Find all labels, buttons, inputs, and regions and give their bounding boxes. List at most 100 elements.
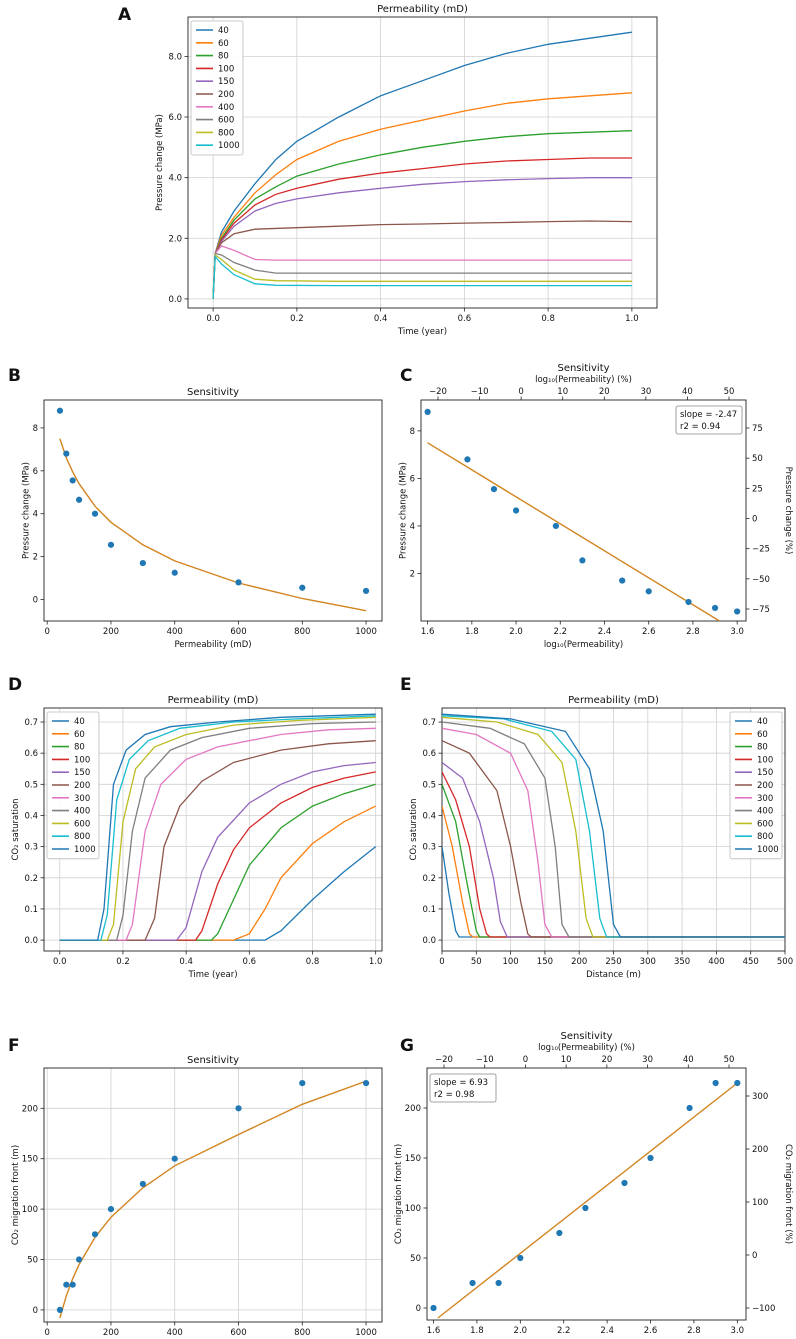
- y-tick-label-d-4: 0.4: [24, 811, 38, 821]
- x-tick-label-b-4: 800: [294, 627, 310, 637]
- x-axis-label-a: Time (year): [397, 327, 447, 337]
- chart-title-c: Sensitivity: [557, 363, 609, 374]
- y-tick-label-f-0: 0: [33, 1306, 38, 1316]
- x-tick-label-g-0: 1.6: [427, 1326, 441, 1336]
- series-line-a-200: [212, 220, 632, 299]
- series-line-d-60: [59, 805, 376, 941]
- fit-line-f: [59, 1080, 367, 1319]
- axes-frame-c: [420, 399, 747, 622]
- series-line-e-800: [442, 715, 785, 938]
- y-axis-label-b: Pressure change (MPa): [22, 462, 32, 559]
- y-tick-label-g-2: 100: [405, 1204, 421, 1214]
- panel-letter-c: C: [400, 366, 413, 386]
- x-tick-label-a-0: 0.0: [206, 314, 220, 324]
- series-line-d-200: [59, 740, 376, 941]
- data-point-g-9: [712, 1079, 719, 1087]
- data-point-f-7: [171, 1155, 178, 1162]
- legend-label-e-200: 200: [757, 781, 773, 791]
- series-line-a-40: [212, 31, 632, 299]
- x-tick-label-b-3: 600: [230, 627, 246, 637]
- series-line-e-400: [442, 721, 785, 938]
- y-tick-label-a-2: 4.0: [168, 174, 182, 184]
- data-point-g-10: [734, 1079, 741, 1087]
- series-line-a-150: [212, 177, 632, 299]
- series-line-a-600: [212, 252, 632, 299]
- y-tick-label-a-1: 2.0: [168, 234, 182, 244]
- x-tick-label-b-5: 1000: [355, 627, 377, 637]
- x-tick-label-a-4: 0.8: [541, 314, 555, 324]
- data-point-b-4: [91, 510, 99, 517]
- x-axis-label-d: Time (year): [187, 970, 237, 980]
- series-line-a-100: [212, 157, 632, 299]
- legend-label-d-800: 800: [74, 832, 90, 842]
- top-axis-label-g: log₁₀(Permeability) (%): [538, 1043, 635, 1053]
- y-tick-label-e-7: 0.7: [422, 718, 436, 728]
- top-tick-label-c-4: 20: [599, 387, 610, 397]
- data-point-c-9: [711, 604, 719, 612]
- legend-label-d-150: 150: [74, 768, 90, 778]
- data-point-f-2: [69, 1281, 76, 1288]
- legend-label-d-1000: 1000: [74, 845, 96, 855]
- x-tick-label-f-0: 0: [44, 1328, 49, 1338]
- legend-label-e-60: 60: [757, 730, 768, 740]
- x-tick-label-f-2: 400: [167, 1328, 183, 1338]
- data-point-g-4: [556, 1229, 563, 1237]
- x-tick-label-f-3: 600: [230, 1328, 246, 1338]
- data-point-b-3: [75, 496, 83, 503]
- y-tick-label-e-1: 0.1: [422, 905, 436, 915]
- legend-label-e-100: 100: [757, 755, 773, 765]
- x-tick-label-d-1: 0.2: [116, 957, 130, 967]
- data-point-b-1: [63, 450, 70, 457]
- top-tick-label-g-1: −10: [476, 1055, 494, 1065]
- panel-letter-f: F: [8, 1036, 20, 1056]
- x-tick-label-d-5: 1.0: [369, 957, 383, 967]
- chart-title-f: Sensitivity: [187, 1055, 239, 1066]
- x-tick-label-e-10: 500: [777, 957, 793, 967]
- series-line-a-800: [212, 253, 632, 299]
- x-tick-label-a-3: 0.6: [458, 314, 472, 324]
- legend-label-e-400: 400: [757, 807, 773, 817]
- y-tick-label-f-1: 50: [27, 1256, 38, 1266]
- x-tick-label-g-3: 2.2: [557, 1326, 571, 1336]
- y-tick-label-b-1: 2: [33, 553, 38, 563]
- series-line-a-1000: [212, 254, 632, 299]
- legend-label-a-100: 100: [218, 64, 234, 74]
- right-tick-label-c-5: −50: [752, 575, 770, 585]
- top-tick-label-g-0: −20: [435, 1055, 453, 1065]
- legend-label-d-100: 100: [74, 755, 90, 765]
- x-axis-label-e: Distance (m): [586, 970, 641, 980]
- legend-box-a: [190, 20, 244, 156]
- x-tick-label-g-2: 2.0: [514, 1326, 528, 1336]
- top-tick-label-c-1: −10: [471, 387, 489, 397]
- chart-title-a: Permeability (mD): [377, 4, 468, 15]
- legend-label-d-200: 200: [74, 781, 90, 791]
- x-tick-label-f-1: 200: [103, 1328, 119, 1338]
- series-line-e-1000: [442, 713, 785, 938]
- x-tick-label-a-2: 0.4: [374, 314, 388, 324]
- legend-label-a-400: 400: [218, 103, 234, 113]
- legend-label-a-80: 80: [218, 52, 229, 62]
- axes-frame-d: [43, 707, 383, 952]
- x-axis-label-b: Permeability (mD): [174, 640, 251, 650]
- chart-title-d: Permeability (mD): [168, 695, 259, 706]
- axes-frame-f: [43, 1067, 383, 1323]
- legend-label-e-80: 80: [757, 743, 768, 753]
- legend-label-a-60: 60: [218, 39, 229, 49]
- legend-label-a-800: 800: [218, 128, 234, 138]
- y-tick-label-c-1: 4: [410, 522, 415, 532]
- data-point-g-7: [647, 1154, 654, 1162]
- legend-label-d-600: 600: [74, 819, 90, 829]
- data-point-g-6: [621, 1179, 628, 1187]
- legend-label-e-800: 800: [757, 832, 773, 842]
- data-point-c-10: [734, 608, 741, 615]
- series-line-a-60: [212, 92, 632, 299]
- y-tick-label-g-0: 0: [416, 1304, 421, 1314]
- top-tick-label-g-3: 10: [561, 1055, 572, 1065]
- data-point-c-8: [685, 598, 692, 606]
- data-point-f-6: [139, 1180, 146, 1188]
- top-tick-label-g-7: 50: [724, 1055, 735, 1065]
- y-tick-label-e-5: 0.5: [422, 780, 436, 790]
- data-point-b-2: [69, 477, 76, 484]
- x-tick-label-e-8: 400: [708, 957, 724, 967]
